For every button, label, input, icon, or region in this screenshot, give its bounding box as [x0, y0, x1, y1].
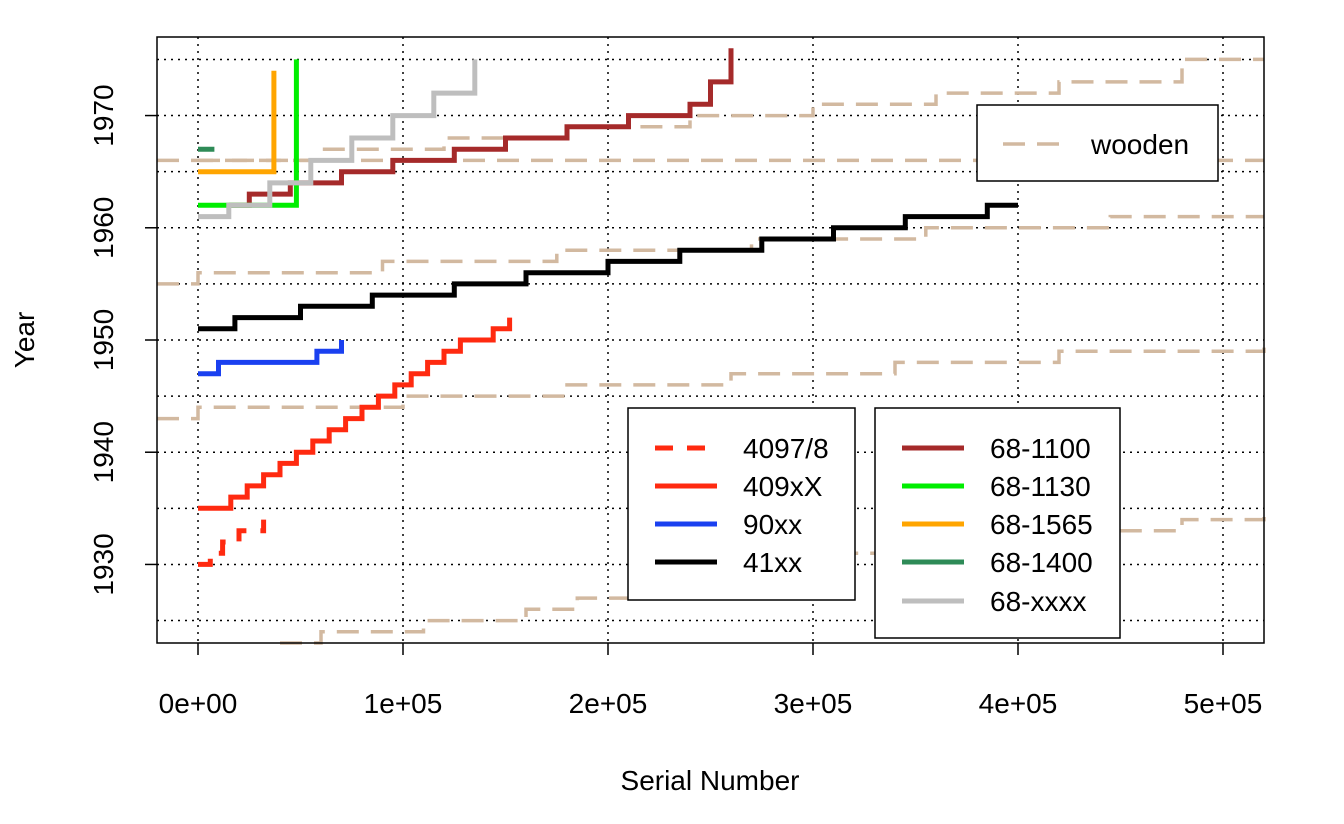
- y-tick-label: 1960: [88, 197, 119, 259]
- y-tick-label: 1930: [88, 533, 119, 595]
- legend-entry: 4097/8: [655, 433, 829, 464]
- series-layer: [157, 48, 1266, 645]
- legend-box: [627, 407, 856, 601]
- y-axis-label: Year: [9, 312, 40, 369]
- legend-label: 68-1565: [990, 509, 1093, 540]
- y-axis: 1930 1940 1950 1960 1970: [88, 84, 157, 596]
- series-line-409xx: [198, 317, 513, 511]
- legend-label: 41xx: [743, 547, 802, 578]
- legend-main: 4097/8 409xX 90xx 41xx 68-1100 68-1130 68-1565…: [627, 407, 1121, 639]
- legend-entry: 68-1565: [902, 509, 1093, 540]
- series-line-41xx: [198, 202, 1018, 332]
- series-line-wooden: [198, 57, 1264, 163]
- legend-entry: 68-xxxx: [902, 586, 1086, 617]
- y-tick-label: 1940: [88, 421, 119, 483]
- legend-entry: 68-1100: [902, 433, 1091, 464]
- x-axis-label: Serial Number: [621, 765, 800, 796]
- y-tick-label: 1970: [88, 84, 119, 146]
- legend-label: 409xX: [743, 471, 823, 502]
- series-line-wooden: [157, 214, 1264, 286]
- series-line-4097-8: [198, 519, 267, 567]
- legend-label: 4097/8: [743, 433, 829, 464]
- legend-entry: 68-1130: [902, 471, 1091, 502]
- legend-label: 68-1100: [990, 433, 1091, 464]
- legend-label: 90xx: [743, 509, 802, 540]
- series-line-90xx: [198, 340, 344, 377]
- legend-label: 68-1400: [990, 547, 1093, 578]
- series-line-68-1565: [198, 70, 277, 175]
- x-tick-label: 0e+00: [159, 688, 238, 719]
- x-tick-label: 5e+05: [1184, 688, 1263, 719]
- legend-entry: 90xx: [655, 509, 802, 540]
- series-line-wooden: [157, 340, 1266, 421]
- series-line-68-xxxx: [198, 59, 478, 220]
- series-line-68-1100: [228, 48, 734, 208]
- legend-label: 68-1130: [990, 471, 1091, 502]
- y-tick-label: 1950: [88, 309, 119, 371]
- legend-label: wooden: [1090, 129, 1189, 160]
- legend-entry: 409xX: [655, 471, 823, 502]
- legend-label: 68-xxxx: [990, 586, 1086, 617]
- x-tick-label: 1e+05: [364, 688, 443, 719]
- legend-entry: wooden: [1003, 129, 1189, 160]
- legend-wooden: wooden: [976, 104, 1219, 182]
- x-axis: 0e+00 1e+05 2e+05 3e+05 4e+05 5e+05: [159, 643, 1263, 719]
- x-tick-label: 3e+05: [774, 688, 853, 719]
- x-tick-label: 4e+05: [979, 688, 1058, 719]
- legend-entry: 41xx: [655, 547, 802, 578]
- legend-entry: 68-1400: [902, 547, 1093, 578]
- x-tick-label: 2e+05: [569, 688, 648, 719]
